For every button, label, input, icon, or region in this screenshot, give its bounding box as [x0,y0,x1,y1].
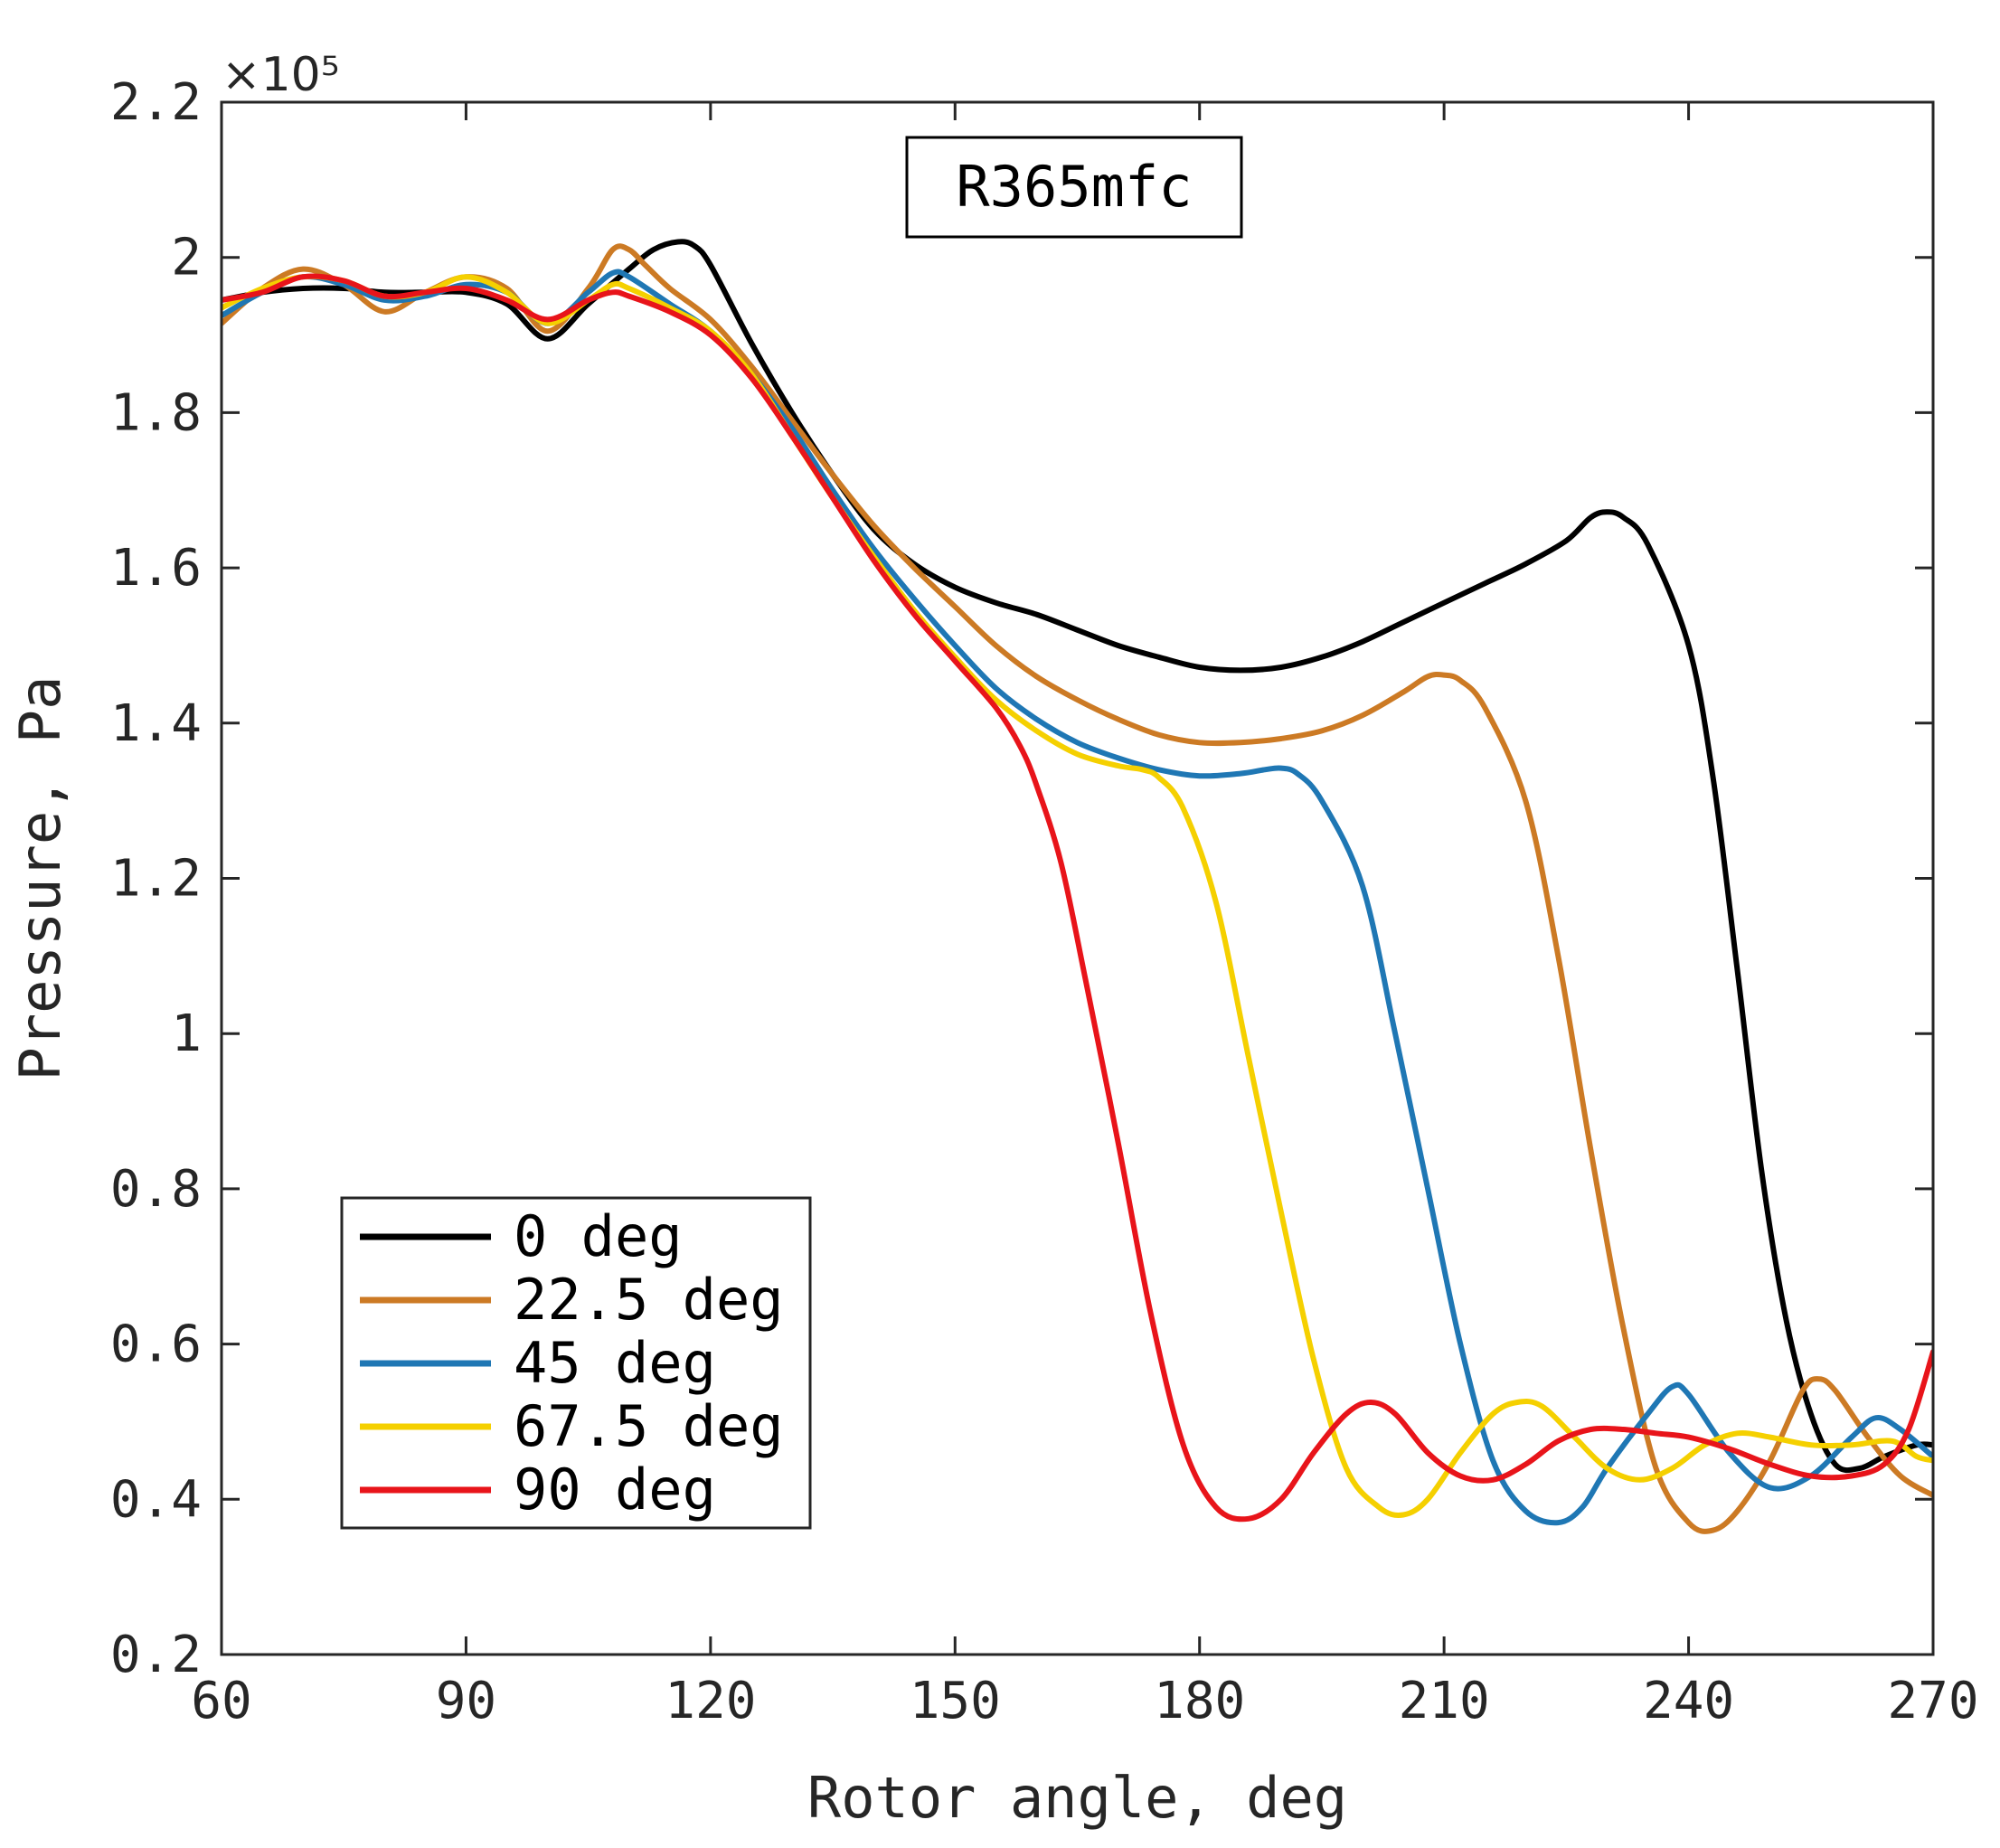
x-tick-label: 210 [1399,1672,1490,1730]
annotation-text: R365mfc [956,154,1192,220]
y-axis-title: Pressure, Pa [7,676,73,1081]
series-line-45-deg [222,269,1933,1526]
legend-entry: 22.5 deg [514,1267,784,1333]
y-tick-label: 0.2 [110,1626,202,1684]
x-tick-label: 240 [1643,1672,1734,1730]
legend-entry: 90 deg [514,1457,716,1523]
y-tick-label: 1.4 [110,694,202,753]
y-tick-label: 1.8 [110,383,202,442]
legend-entry: 67.5 deg [514,1393,784,1459]
series-line-90-deg [222,273,1933,1523]
ticks: 60 90 120 150 180 210 240 270 0.2 0.4 0.6 0.8 1 1.2 1.… [110,73,1979,1730]
x-tick-label: 90 [436,1672,496,1730]
x-axis-title: Rotor angle, deg [807,1765,1347,1831]
y-tick-label: 0.4 [110,1470,202,1529]
y-exponent-label: ×10⁵ [222,48,340,102]
series-line-0-deg [222,239,1933,1474]
x-tick-label: 150 [910,1672,1001,1730]
y-tick-label: 2.2 [110,73,202,132]
y-tick-label: 1.6 [110,539,202,598]
y-tick-label: 1.2 [110,850,202,909]
y-tick-label: 2 [171,229,202,288]
y-tick-label: 0.8 [110,1160,202,1219]
y-tick-label: 1 [171,1004,202,1063]
x-tick-label: 270 [1887,1672,1978,1730]
x-tick-label: 120 [665,1672,756,1730]
y-tick-label: 0.6 [110,1315,202,1374]
legend-entry: 45 deg [514,1330,716,1396]
annotation-frame [905,136,1243,239]
series-lines [222,239,1933,1534]
x-tick-label: 60 [191,1672,251,1730]
legend-entry: 0 deg [514,1203,683,1269]
x-tick-label: 180 [1154,1672,1245,1730]
annotation-box: R365mfc [905,136,1243,239]
